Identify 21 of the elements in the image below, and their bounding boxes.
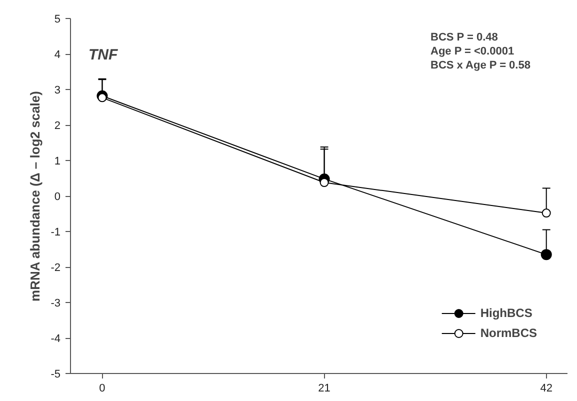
- x-tick-label: 0: [99, 382, 106, 394]
- text: TNF: [88, 46, 118, 64]
- annotation: BCS x Age P = 0.58: [430, 60, 530, 72]
- y-tick-label: -5: [50, 368, 60, 380]
- y-tick-label: 5: [54, 14, 61, 26]
- y-tick-label: -2: [50, 262, 60, 274]
- y-tick-label: 0: [54, 191, 61, 203]
- legend-label: HighBCS: [480, 306, 532, 320]
- annotation: Age P = <0.0001: [430, 46, 514, 58]
- y-tick-label: -1: [50, 226, 60, 238]
- annotation: BCS P = 0.48: [430, 32, 498, 44]
- y-axis-title: mRNA abundance (Δ – log2 scale): [28, 91, 43, 302]
- y-tick-label: 2: [54, 120, 61, 132]
- legend-label: NormBCS: [480, 326, 537, 340]
- y-tick-label: 3: [54, 84, 61, 96]
- y-tick-label: 1: [54, 156, 61, 168]
- y-tick-label: -4: [50, 333, 60, 345]
- x-tick-label: 42: [540, 382, 552, 394]
- x-tick-label: 21: [318, 382, 330, 394]
- y-tick-label: -3: [50, 298, 60, 310]
- y-tick-label: 4: [54, 49, 61, 61]
